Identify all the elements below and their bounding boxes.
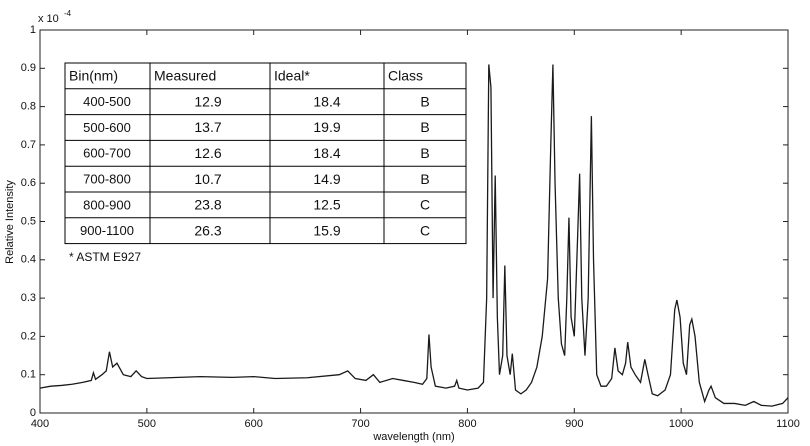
table-cell: 400-500 [83,94,131,109]
table-cell: 500-600 [83,120,131,135]
table-cell: 12.9 [194,93,221,109]
table-cell: 12.5 [313,197,340,213]
y-tick-label: 0.9 [21,62,36,74]
table-cell: 14.9 [313,171,340,187]
y-tick-label: 0.4 [21,254,36,266]
table-header: Ideal* [274,68,310,84]
y-tick-label: 0.3 [21,292,36,304]
table-cell: C [420,197,430,213]
y-exponent: -4 [64,9,72,18]
table-background [64,62,467,245]
table-cell: 10.7 [194,171,221,187]
y-tick-label: 0 [30,407,36,419]
table-header: Bin(nm) [69,68,118,84]
table-note: * ASTM E927 [69,250,141,264]
table-cell: 19.9 [313,119,340,135]
table-cell: B [420,119,429,135]
table-cell: B [420,93,429,109]
table-cell: 600-700 [83,146,131,161]
table-cell: B [420,171,429,187]
table-cell: 12.6 [194,145,221,161]
table-cell: 18.4 [313,93,340,109]
table-cell: C [420,222,430,238]
y-multiplier: x 10 [38,13,59,25]
y-tick-label: 0.8 [21,101,36,113]
x-axis-label: wavelength (nm) [372,431,454,443]
spectrum-line [39,64,789,407]
y-tick-label: 1 [30,24,36,36]
x-tick-label: 1100 [776,418,800,430]
table-cell: B [420,145,429,161]
y-tick-label: 0.5 [21,215,36,227]
x-tick-label: 600 [245,418,263,430]
y-axis-label: Relative Intensity [4,180,16,264]
y-tick-label: 0.6 [21,177,36,189]
table-cell: 15.9 [313,222,340,238]
table-cell: 800-900 [83,197,131,212]
x-tick-label: 500 [138,418,156,430]
y-tick-label: 0.1 [21,369,36,381]
table-cell: 26.3 [194,222,221,238]
table-cell: 900-1100 [80,223,134,238]
x-tick-label: 1000 [669,418,693,430]
table-cell: 18.4 [313,145,340,161]
x-tick-label: 900 [565,418,583,430]
table-cell: 700-800 [83,172,131,187]
x-tick-label: 400 [31,418,49,430]
table-cell: 13.7 [194,119,221,135]
y-tick-label: 0.2 [21,330,36,342]
table-header: Class [388,68,423,84]
x-tick-label: 800 [458,418,476,430]
x-tick-label: 700 [351,418,369,430]
table-header: Measured [154,68,216,84]
table-cell: 23.8 [194,197,221,213]
y-tick-label: 0.7 [21,139,36,151]
